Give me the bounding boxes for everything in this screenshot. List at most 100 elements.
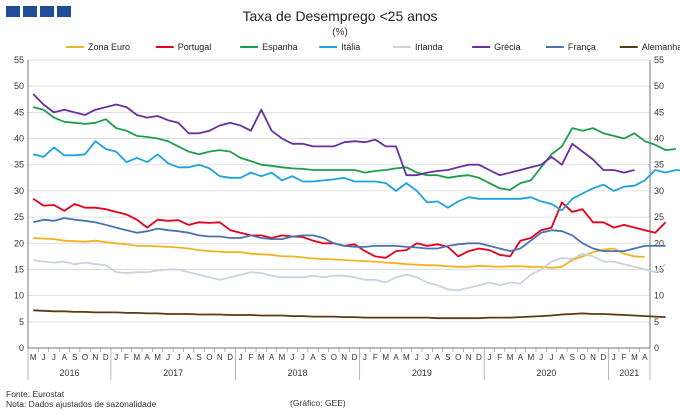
y-tick-label-right: 5 <box>654 317 659 327</box>
month-label: J <box>487 353 491 362</box>
month-label: N <box>590 353 596 362</box>
y-tick-label-right: 40 <box>654 134 664 144</box>
month-label: O <box>579 353 585 362</box>
series-line-grécia <box>32 93 635 177</box>
month-label: S <box>321 353 326 362</box>
adjustment-note: Nota: Dados ajustados de sazonalidade <box>6 399 157 409</box>
month-label: A <box>518 353 524 362</box>
series-line-frança <box>32 217 666 253</box>
month-label: M <box>403 353 410 362</box>
month-label: F <box>622 353 627 362</box>
legend-label-irlanda: Irlanda <box>415 42 443 52</box>
y-tick-label-left: 25 <box>14 212 24 222</box>
month-label: M <box>279 353 286 362</box>
month-label: F <box>124 353 129 362</box>
y-tick-label-left: 0 <box>19 343 24 353</box>
month-label: M <box>30 353 37 362</box>
legend-label-espanha: Espanha <box>262 42 298 52</box>
month-label: J <box>612 353 616 362</box>
month-label: N <box>92 353 98 362</box>
month-label: M <box>507 353 514 362</box>
y-tick-label-right: 20 <box>654 238 664 248</box>
month-label: N <box>217 353 223 362</box>
month-label: J <box>425 353 429 362</box>
y-tick-label-left: 30 <box>14 186 24 196</box>
y-tick-label-right: 25 <box>654 212 664 222</box>
y-tick-label-right: 30 <box>654 186 664 196</box>
month-label: F <box>248 353 253 362</box>
source-note: Fonte: Eurostat <box>6 389 65 399</box>
month-label: D <box>227 353 233 362</box>
year-label: 2020 <box>536 368 556 378</box>
month-label: J <box>363 353 367 362</box>
y-tick-label-right: 0 <box>654 343 659 353</box>
y-tick-label-left: 50 <box>14 81 24 91</box>
y-tick-label-left: 35 <box>14 160 24 170</box>
year-label: 2021 <box>619 368 639 378</box>
month-label: J <box>415 353 419 362</box>
y-tick-label-left: 40 <box>14 134 24 144</box>
series-line-alemanha <box>33 309 666 320</box>
month-label: S <box>570 353 575 362</box>
year-label: 2016 <box>59 368 79 378</box>
month-label: S <box>72 353 77 362</box>
y-tick-label-left: 55 <box>14 55 24 65</box>
legend-label-zona-euro: Zona Euro <box>88 42 130 52</box>
month-label: A <box>62 353 68 362</box>
series-line-itália <box>32 140 680 212</box>
gee-logo <box>6 6 71 17</box>
month-label: M <box>382 353 389 362</box>
month-label: F <box>497 353 502 362</box>
series-line-zona-euro <box>33 237 645 269</box>
y-tick-label-left: 15 <box>14 264 24 274</box>
month-label: D <box>352 353 358 362</box>
legend-label-alemanha: Alemanha <box>642 42 680 52</box>
y-tick-label-right: 35 <box>654 160 664 170</box>
month-label: D <box>476 353 482 362</box>
month-label: J <box>539 353 543 362</box>
year-label: 2018 <box>288 368 308 378</box>
month-label: F <box>373 353 378 362</box>
month-label: J <box>52 353 56 362</box>
month-label: A <box>393 353 399 362</box>
month-label: M <box>154 353 161 362</box>
year-label: 2019 <box>412 368 432 378</box>
month-label: N <box>341 353 347 362</box>
y-tick-label-left: 20 <box>14 238 24 248</box>
chart-title: Taxa de Desemprego <25 anos <box>242 8 438 24</box>
y-tick-label-left: 45 <box>14 107 24 117</box>
month-label: M <box>134 353 141 362</box>
month-label: J <box>166 353 170 362</box>
month-label: A <box>642 353 648 362</box>
month-label: A <box>435 353 441 362</box>
month-label: M <box>527 353 534 362</box>
month-label: J <box>42 353 46 362</box>
month-label: M <box>631 353 638 362</box>
y-tick-label-right: 10 <box>654 291 664 301</box>
month-label: A <box>186 353 192 362</box>
month-label: S <box>196 353 201 362</box>
month-label: O <box>455 353 461 362</box>
month-label: J <box>550 353 554 362</box>
y-tick-label-right: 50 <box>654 81 664 91</box>
chart-credit: (Gráfico: GEE) <box>290 398 346 408</box>
month-label: O <box>82 353 88 362</box>
legend-label-grécia: Grécia <box>494 42 521 52</box>
month-label: J <box>176 353 180 362</box>
series-line-portugal <box>32 198 667 259</box>
y-tick-label-left: 5 <box>19 317 24 327</box>
month-label: J <box>301 353 305 362</box>
y-tick-label-right: 45 <box>654 107 664 117</box>
series-line-irlanda <box>33 252 667 292</box>
month-label: J <box>114 353 118 362</box>
month-label: N <box>466 353 472 362</box>
legend-label-itália: Itália <box>341 42 360 52</box>
month-label: O <box>331 353 337 362</box>
legend-label-frança: França <box>568 42 596 52</box>
y-tick-label-right: 55 <box>654 55 664 65</box>
month-label: J <box>239 353 243 362</box>
chart-subtitle: (%) <box>332 27 348 38</box>
month-label: A <box>559 353 565 362</box>
month-label: A <box>145 353 151 362</box>
